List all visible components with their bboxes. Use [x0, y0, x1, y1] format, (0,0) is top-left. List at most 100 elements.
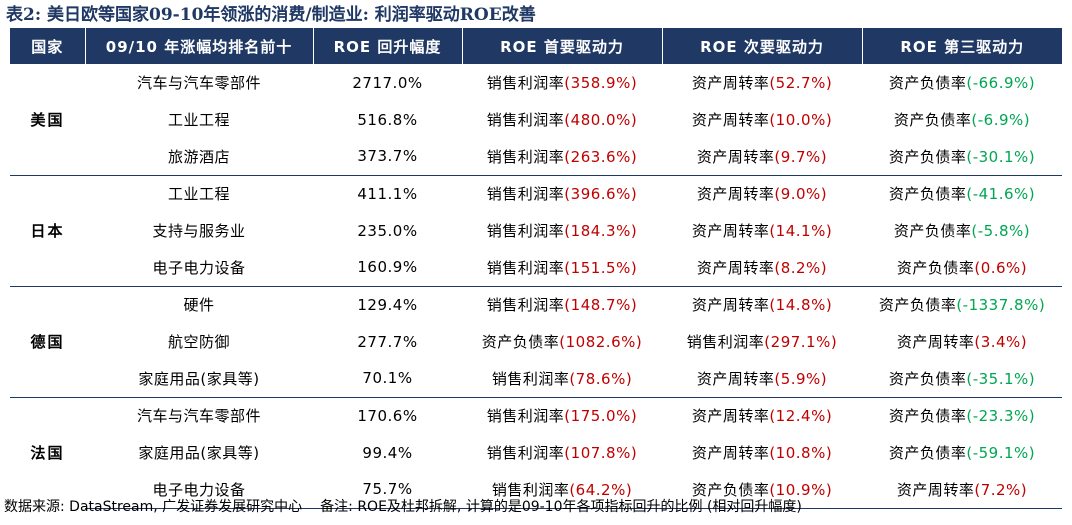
driver-value: (9.0%): [774, 185, 828, 204]
driver-1-cell: 销售利润率(148.7%): [462, 285, 662, 323]
driver-value: (-41.6%): [966, 185, 1036, 204]
driver-1-cell: 销售利润率(151.5%): [462, 249, 662, 287]
driver-1-cell: 销售利润率(78.6%): [462, 360, 662, 398]
industry-cell: 汽车与汽车零部件: [136, 74, 261, 92]
table-row: 工业工程 516.8% 销售利润率(480.0%) 资产周转率(10.0%) 资产负债率…: [10, 101, 1062, 138]
country-cell: 日本: [10, 174, 85, 286]
table-row: 支持与服务业 235.0% 销售利润率(184.3%) 资产周转率(14.1%) 资产负…: [10, 212, 1062, 249]
source-note: 数据来源: DataStream, 广发证券发展研究中心: [4, 499, 303, 515]
driver-value: (52.7%): [769, 74, 833, 92]
driver-value: (1082.6%): [559, 333, 643, 351]
driver-1-cell: 销售利润率(358.9%): [462, 64, 662, 101]
roe-driver-table: 国家 09/10 年涨幅均排名前十 ROE 回升幅度 ROE 首要驱动力 ROE…: [10, 28, 1062, 509]
driver-label: 销售利润率: [486, 74, 565, 92]
table-row: 旅游酒店 373.7% 销售利润率(263.6%) 资产周转率(9.7%) 资产负债率(…: [10, 138, 1062, 176]
driver-label: 资产周转率: [691, 407, 770, 426]
driver-label: 资产周转率: [696, 147, 775, 166]
roe-rise-cell: 160.9%: [313, 249, 462, 287]
driver-value: (358.9%): [564, 74, 638, 92]
table-row: 家庭用品(家具等) 99.4% 销售利润率(107.8%) 资产周转率(10.8%) 资…: [10, 434, 1062, 471]
footer: 数据来源: DataStream, 广发证券发展研究中心 备注: ROE及杜邦拆解…: [4, 496, 802, 518]
driver-label: 资产周转率: [691, 74, 770, 92]
driver-value: (9.7%): [774, 147, 828, 166]
driver-value: (-66.9%): [966, 74, 1036, 92]
table-title: 表2: 美日欧等国家09-10年领涨的消费/制造业: 利润率驱动ROE改善: [6, 5, 536, 25]
driver-1-cell: 销售利润率(263.6%): [462, 138, 662, 176]
driver-label: 资产周转率: [896, 333, 975, 351]
roe-rise-cell: 2717.0%: [352, 73, 423, 92]
driver-2-cell: 资产负债率(10.9%): [662, 471, 862, 509]
table-body: 美国 汽车与汽车零部件 2717.0% 销售利润率(358.9%) 资产周转率(52.7…: [10, 64, 1062, 509]
roe-rise-cell: 75.7%: [313, 471, 462, 509]
roe-rise-cell: 70.1%: [313, 360, 462, 398]
driver-3-cell: 资产负债率(-5.8%): [862, 212, 1062, 249]
driver-label: 资产周转率: [691, 111, 770, 129]
driver-label: 销售利润率: [486, 147, 565, 166]
roe-rise-cell: 277.7%: [357, 332, 418, 351]
driver-1-cell: 销售利润率(184.3%): [462, 212, 662, 249]
industry-cell: 支持与服务业: [152, 222, 246, 240]
table-row: 日本 工业工程 411.1% 销售利润率(396.6%) 资产周转率(9.0%) 资产负债…: [10, 174, 1062, 286]
driver-label: 资产负债率: [691, 480, 770, 499]
table-row: 德国 硬件 129.4% 销售利润率(148.7%) 资产周转率(14.8%) 资产负债率…: [10, 285, 1062, 397]
driver-label: 资产负债率: [888, 185, 967, 204]
header-industry: 09/10 年涨幅均排名前十: [84, 28, 313, 64]
driver-3-cell: 资产负债率(-30.1%): [862, 138, 1062, 176]
roe-rise-cell: 235.0%: [357, 221, 418, 240]
driver-2-cell: 资产周转率(9.0%): [662, 174, 862, 212]
table-row: 电子电力设备 160.9% 销售利润率(151.5%) 资产周转率(8.2%) 资产负债…: [10, 249, 1062, 287]
header-roe-rise: ROE 回升幅度: [312, 28, 462, 64]
driver-2-cell: 资产周转率(14.1%): [662, 212, 862, 249]
industry-cell: 硬件: [85, 285, 313, 323]
driver-label: 资产负债率: [888, 407, 967, 426]
header-driver-2: ROE 次要驱动力: [661, 28, 862, 64]
industry-cell: 电子电力设备: [85, 249, 313, 287]
driver-2-cell: 资产周转率(10.0%): [662, 101, 862, 138]
driver-value: (-59.1%): [966, 444, 1036, 462]
driver-3-cell: 资产负债率(-6.9%): [862, 101, 1062, 138]
industry-cell: 电子电力设备: [85, 471, 313, 509]
header-driver-1: ROE 首要驱动力: [461, 28, 662, 64]
driver-label: 销售利润率: [486, 296, 565, 315]
driver-value: (396.6%): [564, 185, 638, 204]
driver-label: 资产周转率: [691, 444, 770, 462]
driver-value: (3.4%): [974, 333, 1028, 351]
driver-value: (-35.1%): [966, 369, 1036, 388]
driver-label: 销售利润率: [486, 222, 565, 240]
driver-label: 资产负债率: [888, 74, 967, 92]
driver-3-cell: 资产负债率(-23.3%): [862, 396, 1062, 434]
driver-3-cell: 资产负债率(0.6%): [862, 249, 1062, 287]
driver-value: (151.5%): [564, 258, 638, 277]
roe-rise-cell: 516.8%: [357, 110, 418, 129]
country-cell: 美国: [30, 110, 65, 129]
driver-label: 资产周转率: [696, 369, 775, 388]
driver-value: (12.4%): [769, 407, 833, 426]
country-cell: 德国: [10, 285, 85, 397]
industry-cell: 汽车与汽车零部件: [85, 396, 313, 434]
driver-label: 销售利润率: [486, 444, 565, 462]
driver-value: (-6.9%): [971, 111, 1031, 129]
driver-2-cell: 资产周转率(52.7%): [662, 64, 862, 101]
roe-rise-cell: 99.4%: [362, 443, 413, 462]
driver-label: 销售利润率: [486, 111, 565, 129]
driver-value: (-23.3%): [966, 407, 1036, 426]
driver-value: (107.8%): [564, 444, 638, 462]
driver-1-cell: 销售利润率(396.6%): [462, 174, 662, 212]
driver-label: 销售利润率: [686, 333, 765, 351]
driver-label: 资产周转率: [691, 222, 770, 240]
driver-label: 销售利润率: [486, 258, 565, 277]
driver-label: 资产负债率: [888, 444, 967, 462]
driver-label: 资产负债率: [888, 369, 967, 388]
remark-note: 备注: ROE及杜邦拆解, 计算的是09-10年各项指标回升的比例 (相对回升幅…: [320, 499, 802, 515]
industry-cell: 工业工程: [167, 111, 230, 129]
table-row: 法国 汽车与汽车零部件 170.6% 销售利润率(175.0%) 资产周转率(12.4%…: [10, 396, 1062, 508]
driver-value: (-30.1%): [966, 147, 1036, 166]
industry-cell: 旅游酒店: [85, 138, 313, 176]
industry-cell: 家庭用品(家具等): [138, 444, 260, 462]
table-row: 美国 汽车与汽车零部件 2717.0% 销售利润率(358.9%) 资产周转率(52.7…: [10, 64, 1062, 129]
driver-value: (78.6%): [569, 369, 633, 388]
driver-2-cell: 销售利润率(297.1%): [662, 323, 862, 360]
header-driver-3: ROE 第三驱动力: [861, 28, 1062, 64]
industry-cell: 航空防御: [167, 333, 230, 351]
driver-value: (148.7%): [564, 296, 638, 315]
